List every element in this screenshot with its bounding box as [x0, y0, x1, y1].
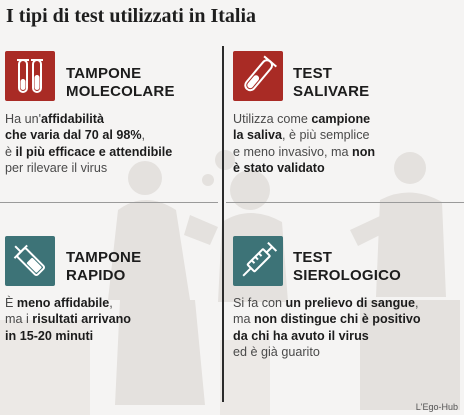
desc-line: in 15-20 minuti	[5, 328, 131, 344]
desc-line: che varia dal 70 al 98%,	[5, 127, 172, 143]
desc-bold-text: affidabilità	[41, 112, 104, 126]
card-desc-rapido: È meno affidabile, ma i risultati arrivan…	[5, 295, 131, 344]
card-heading-sierologico: TEST SIEROLOGICO	[293, 249, 402, 284]
desc-line: per rilevare il virus	[5, 160, 172, 176]
desc-bold-text: campione	[311, 112, 371, 126]
page-title: I tipi di test utilizzati in Italia	[6, 5, 256, 27]
desc-bold-text: risultati arrivano	[32, 312, 131, 327]
saliva-tube-icon	[233, 51, 283, 101]
desc-line: la saliva, è più semplice	[233, 127, 375, 143]
desc-line: È meno affidabile,	[5, 295, 131, 311]
desc-text: ma i	[5, 312, 33, 327]
test-tubes-icon	[5, 51, 55, 101]
desc-text: ,	[414, 296, 419, 310]
desc-line: ed è già guarito	[233, 344, 421, 360]
card-desc-molecolare: Ha un'affidabilità che varia dal 70 al 98…	[5, 111, 172, 176]
desc-text: ,	[109, 296, 113, 310]
desc-text: è	[5, 144, 16, 159]
syringe-icon	[233, 236, 283, 286]
desc-text: per rilevare il virus	[5, 160, 108, 175]
vertical-divider	[222, 46, 224, 402]
desc-line: ma non distingue chi è positivo	[233, 311, 421, 327]
desc-bold-text: non distingue chi è positivo	[254, 312, 421, 327]
desc-bold-text: un prelievo di sangue	[285, 296, 415, 310]
desc-text: Ha un'	[5, 112, 42, 126]
card-heading-salivare: TEST SALIVARE	[293, 65, 370, 100]
left-horizontal-divider	[0, 202, 218, 203]
desc-bold-text: non	[352, 144, 376, 159]
desc-line: Ha un'affidabilità	[5, 111, 172, 127]
desc-bold-text: la saliva	[233, 128, 283, 143]
desc-text: , è più semplice	[282, 128, 370, 143]
right-horizontal-divider	[226, 202, 464, 203]
source-credit: L'Ego-Hub	[415, 402, 458, 412]
desc-line: ma i risultati arrivano	[5, 311, 131, 327]
desc-bold-text: in 15-20 minuti	[5, 328, 94, 343]
desc-text: ma	[233, 312, 254, 327]
card-desc-sierologico: Si fa con un prelievo di sangue, ma non d…	[233, 295, 421, 360]
desc-line: è stato validato	[233, 160, 375, 176]
desc-bold-text: il più efficace e attendibile	[15, 144, 173, 159]
desc-bold-text: è stato validato	[233, 160, 325, 175]
desc-bold-text: meno affidabile	[16, 296, 110, 310]
card-heading-molecolare: TAMPONE MOLECOLARE	[66, 65, 175, 100]
desc-text: Utilizza come	[233, 112, 312, 126]
desc-text: ,	[141, 128, 146, 143]
desc-line: Si fa con un prelievo di sangue,	[233, 295, 421, 311]
swab-vial-icon	[5, 236, 55, 286]
desc-line: è il più efficace e attendibile	[5, 144, 172, 160]
desc-bold-text: che varia dal 70 al 98%	[5, 128, 142, 143]
desc-text: È	[5, 296, 17, 310]
desc-text: e meno invasivo, ma	[233, 144, 352, 159]
desc-line: da chi ha avuto il virus	[233, 328, 421, 344]
desc-bold-text: da chi ha avuto il virus	[233, 328, 369, 343]
desc-line: Utilizza come campione	[233, 111, 375, 127]
desc-line: e meno invasivo, ma non	[233, 144, 375, 160]
card-desc-salivare: Utilizza come campione la saliva, è più s…	[233, 111, 375, 176]
desc-text: Si fa con	[233, 296, 286, 310]
desc-text: ed è già guarito	[233, 344, 320, 359]
card-heading-rapido: TAMPONE RAPIDO	[66, 249, 142, 284]
